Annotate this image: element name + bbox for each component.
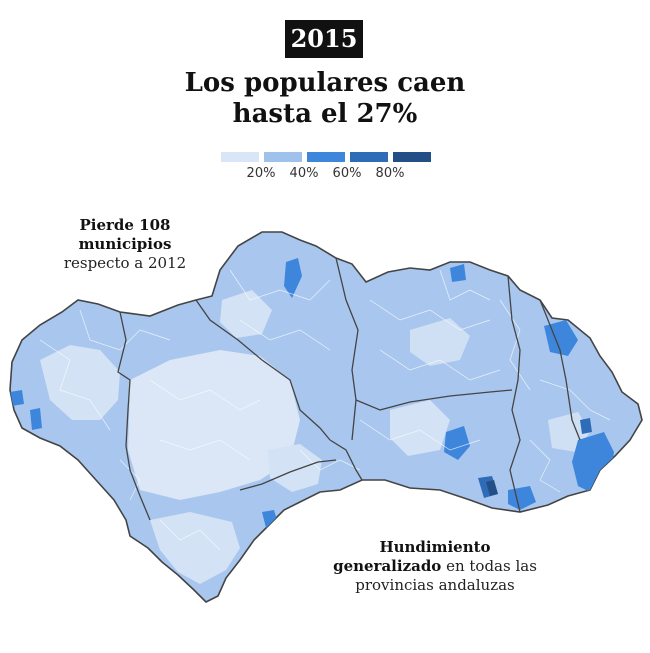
municipality-borders bbox=[39, 269, 611, 551]
legend-tick-20: 20% bbox=[246, 166, 276, 181]
dark-zone-almeria-2 bbox=[544, 320, 578, 356]
light-zone-jaen bbox=[410, 318, 470, 366]
legend-swatch-4 bbox=[350, 152, 388, 162]
dark-zone-cordoba-1 bbox=[284, 258, 302, 298]
annotation-right-bold: Hundimiento generalizado bbox=[333, 538, 491, 575]
dark-zone-huelva-1 bbox=[10, 390, 24, 406]
dark-zone-almeria-3 bbox=[580, 418, 592, 434]
andalucia-map bbox=[9, 231, 643, 603]
annotation-left-bold: Pierde 108 municipios bbox=[78, 216, 172, 253]
page-title: Los populares caen hasta el 27% bbox=[0, 68, 650, 130]
dark-zone-granada-3 bbox=[486, 480, 498, 496]
province-borders bbox=[117, 257, 581, 521]
title-line-2: hasta el 27% bbox=[232, 99, 418, 129]
annotation-left-normal: respecto a 2012 bbox=[63, 254, 187, 272]
light-zone-malaga bbox=[268, 444, 322, 492]
light-zone-cordoba bbox=[220, 290, 272, 338]
light-zone-granada bbox=[390, 400, 450, 456]
municipality-areas bbox=[10, 257, 614, 584]
light-zone-sevilla bbox=[128, 350, 300, 500]
region-shape bbox=[9, 231, 643, 603]
annotation-right-normal: en todas las provincias andaluzas bbox=[355, 557, 537, 594]
dark-zone-huelva-2 bbox=[30, 408, 42, 430]
legend-swatch-1 bbox=[221, 152, 259, 162]
annotation-widespread-collapse: Hundimiento generalizado en todas las pr… bbox=[330, 538, 540, 595]
annotation-municipalities-lost: Pierde 108 municipios respecto a 2012 bbox=[40, 216, 210, 273]
light-zone-cadiz bbox=[150, 512, 240, 584]
legend-tick-60: 60% bbox=[332, 166, 362, 181]
legend-swatch-2 bbox=[264, 152, 302, 162]
legend-swatch-5 bbox=[393, 152, 431, 162]
legend-tick-80: 80% bbox=[375, 166, 405, 181]
legend-swatch-3 bbox=[307, 152, 345, 162]
legend-tick-40: 40% bbox=[289, 166, 319, 181]
light-zone-huelva bbox=[40, 345, 120, 420]
title-line-1: Los populares caen bbox=[184, 68, 466, 98]
color-legend: 20% 40% 60% 80% bbox=[221, 152, 431, 186]
dark-zone-jaen-1 bbox=[450, 264, 466, 282]
year-badge: 2015 bbox=[285, 20, 363, 58]
legend-swatches bbox=[221, 152, 431, 162]
dark-zone-granada-1 bbox=[444, 426, 470, 460]
